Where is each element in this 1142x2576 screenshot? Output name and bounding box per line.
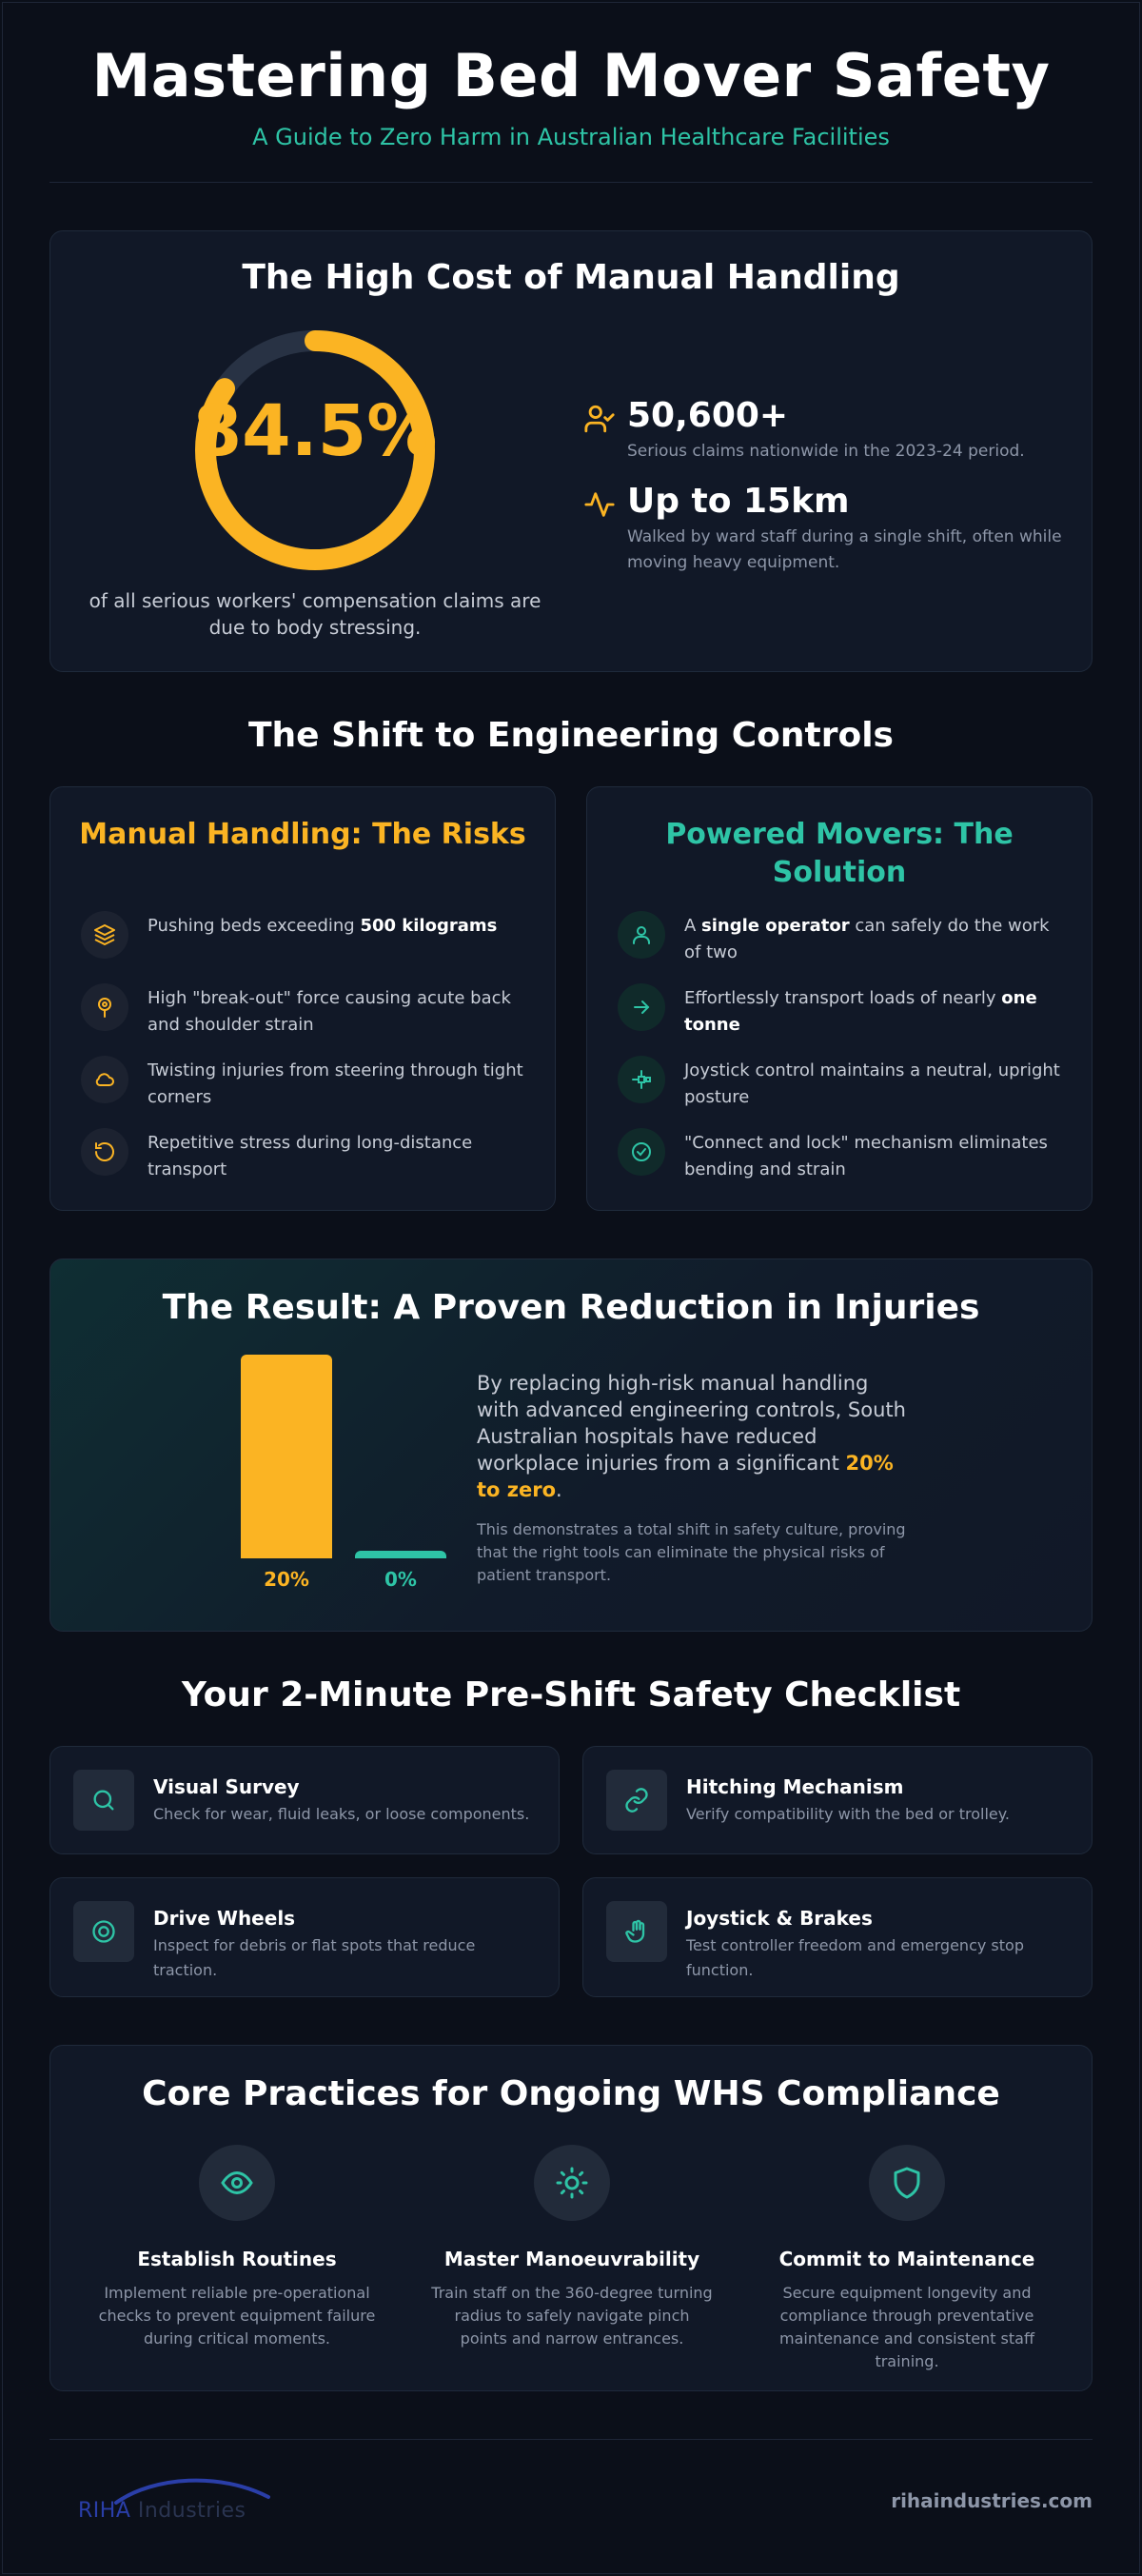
donut-caption: of all serious workers' compensation cla… [89,589,541,639]
user-check-icon [584,405,615,433]
checklist-item-joystick-brakes: Joystick & Brakes Test controller freedo… [582,1877,1093,1997]
stat-desc: Serious claims nationwide in the 2023-24… [627,442,1025,461]
practice-title: Commit to Maintenance [778,2248,1035,2270]
practice-title: Establish Routines [137,2248,337,2270]
core-practices-card: Core Practices for Ongoing WHS Complianc… [49,2045,1093,2391]
search-icon [73,1770,134,1831]
user-icon [618,911,665,959]
checklist-title: Your 2-Minute Pre-Shift Safety Checklist [181,1675,961,1714]
brand-logo-text: RIHA Industries [78,2499,246,2523]
page-subtitle: A Guide to Zero Harm in Australian Healt… [252,124,890,150]
activity-icon [584,492,615,517]
manual-risks-title: Manual Handling: The Risks [79,818,526,851]
cost-title: The High Cost of Manual Handling [242,258,900,297]
result-title: The Result: A Proven Reduction in Injuri… [162,1288,980,1327]
donut-chart [195,330,435,570]
practice-desc: Secure equipment longevity and complianc… [779,2284,1034,2370]
pin-icon [81,983,128,1031]
practice-desc: Implement reliable pre-operational check… [98,2284,376,2348]
practice-maintenance: Commit to Maintenance Secure equipment l… [755,2145,1059,2373]
rotate-icon [81,1128,128,1176]
arrow-right-icon [618,983,665,1031]
checklist-item-visual-survey: Visual Survey Check for wear, fluid leak… [49,1746,560,1854]
injury-bar-chart: 20% 0% [241,1355,469,1593]
risk-item: High "break-out" force causing acute bac… [81,983,528,1040]
page-title: Mastering Bed Mover Safety [91,41,1051,110]
checklist-item-title: Hitching Mechanism [686,1775,904,1798]
bar-label-after: 0% [384,1568,417,1591]
website-link[interactable]: rihaindustries.com [891,2489,1093,2512]
footer: RIHA Industries rihaindustries.com [49,2439,1093,2534]
core-title: Core Practices for Ongoing WHS Complianc… [142,2074,1000,2113]
checklist-item-drive-wheels: Drive Wheels Inspect for debris or flat … [49,1877,560,1997]
solution-item: Joystick control maintains a neutral, up… [618,1056,1065,1113]
result-text: By replacing high-risk manual handling w… [477,1372,906,1501]
powered-solution-title: Powered Movers: The Solution [665,818,1014,889]
solution-item: Effortlessly transport loads of nearly o… [618,983,1065,1040]
stat-desc: Walked by ward staff during a single shi… [627,527,1062,572]
stat-value: Up to 15km [627,482,850,521]
practice-routines: Establish Routines Implement reliable pr… [85,2145,389,2350]
risk-item: Repetitive stress during long-distance t… [81,1128,528,1185]
donut-value: 84.5% [192,390,438,472]
checklist-item-hitching: Hitching Mechanism Verify compatibility … [582,1746,1093,1854]
hand-icon [606,1901,667,1962]
practice-manoeuvrability: Master Manoeuvrability Train staff on th… [420,2145,724,2350]
risk-item: Twisting injuries from steering through … [81,1056,528,1113]
checklist-item-desc: Test controller freedom and emergency st… [686,1936,1024,1979]
solution-item: A single operator can safely do the work… [618,911,1065,968]
checklist-item-desc: Check for wear, fluid leaks, or loose co… [153,1805,530,1823]
cost-card: The High Cost of Manual Handling 84.5% o… [49,230,1093,672]
checklist-item-desc: Inspect for debris or flat spots that re… [153,1936,476,1979]
link-icon [606,1770,667,1831]
brand-swoosh-logo [114,2478,270,2505]
joystick-icon [618,1056,665,1103]
checklist-item-title: Joystick & Brakes [686,1907,873,1930]
bar-label-before: 20% [264,1568,309,1591]
eye-icon [199,2145,275,2221]
check-circle-icon [618,1128,665,1176]
target-icon [73,1901,134,1962]
checklist-item-title: Visual Survey [153,1775,300,1798]
risk-emphasis: 500 kilograms [360,916,498,936]
bar-before [241,1355,332,1558]
result-subtext: This demonstrates a total shift in safet… [477,1520,906,1584]
practice-title: Master Manoeuvrability [443,2248,700,2270]
layers-icon [81,911,128,959]
result-card: The Result: A Proven Reduction in Injuri… [49,1258,1093,1632]
solution-emphasis: one tonne [684,988,1037,1035]
sun-icon [534,2145,610,2221]
bar-after [355,1551,446,1558]
checklist-item-desc: Verify compatibility with the bed or tro… [686,1805,1011,1823]
powered-solution-card: Powered Movers: The Solution A single op… [586,786,1093,1211]
result-highlight: 20% to zero [477,1452,894,1501]
page: Mastering Bed Mover Safety A Guide to Ze… [49,0,1093,2523]
shift-title: The Shift to Engineering Controls [248,716,894,755]
solution-emphasis: single operator [701,916,850,936]
manual-risks-card: Manual Handling: The Risks Pushing beds … [49,786,556,1211]
practice-desc: Train staff on the 360-degree turning ra… [431,2284,713,2348]
checklist-item-title: Drive Wheels [153,1907,296,1930]
donut-arc [195,330,435,570]
stat-value: 50,600+ [627,396,789,435]
hero-header: Mastering Bed Mover Safety A Guide to Ze… [49,0,1093,183]
shield-icon [869,2145,945,2221]
cloud-icon [81,1056,128,1103]
risk-item: Pushing beds exceeding 500 kilograms [81,911,528,968]
solution-item: "Connect and lock" mechanism eliminates … [618,1128,1065,1185]
